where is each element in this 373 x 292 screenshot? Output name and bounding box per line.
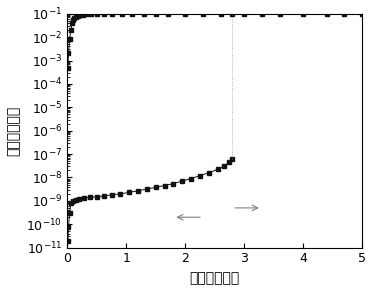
Y-axis label: 电流（安培）: 电流（安培） (7, 106, 21, 156)
X-axis label: 电压（伏特）: 电压（伏特） (189, 271, 240, 285)
